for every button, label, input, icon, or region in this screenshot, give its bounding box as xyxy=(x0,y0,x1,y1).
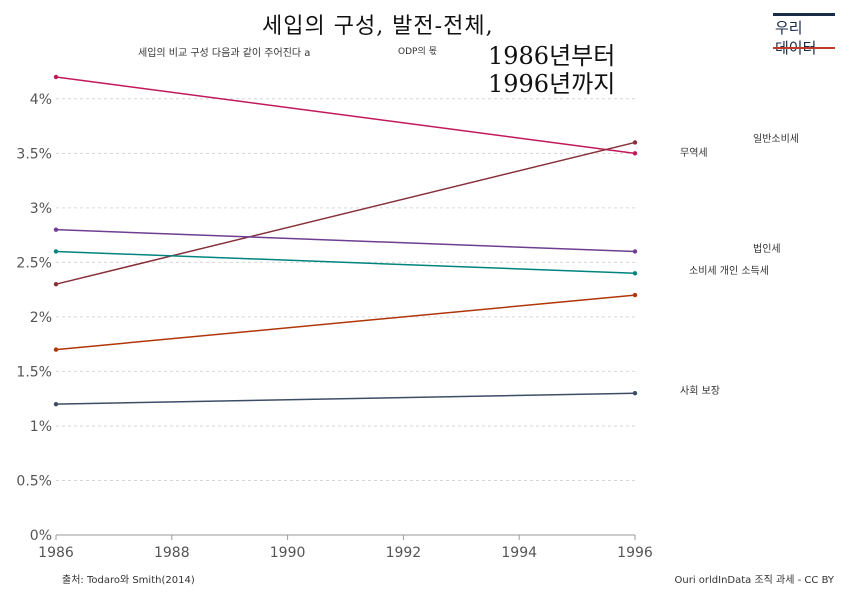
chart-title-line3: 1996년까지 xyxy=(488,70,616,98)
series-point-4-0 xyxy=(53,347,59,352)
series-point-0-0 xyxy=(53,74,59,80)
x-tick-label-5: 1996 xyxy=(617,545,653,561)
series-point-2-0 xyxy=(53,227,59,232)
y-tick-label-8: 4% xyxy=(30,92,52,108)
series-line-1 xyxy=(55,141,636,285)
x-tick-label-3: 1992 xyxy=(386,545,422,561)
y-tick-label-4: 2% xyxy=(30,310,52,326)
chart-title-line2: 1986년부터 xyxy=(488,42,616,70)
chart-title: 세입의 구성, 발전-전체, xyxy=(262,14,494,39)
chart-subtitle-unit: ODP의 몫 xyxy=(398,47,437,57)
license-note[interactable]: Ouri orldInData 조직 과세 - CC BY xyxy=(674,575,835,586)
series-line-2 xyxy=(55,228,636,253)
series-point-5-1 xyxy=(632,391,638,396)
y-tick-label-0: 0% xyxy=(30,528,52,544)
series-point-5-0 xyxy=(53,401,59,407)
y-tick-label-5: 2.5% xyxy=(16,255,52,271)
series-line-3 xyxy=(55,250,636,275)
logo[interactable]: 우리 데이터 xyxy=(773,13,835,61)
logo-text-line1: 우리 xyxy=(775,19,803,37)
series-point-3-0 xyxy=(53,249,59,254)
chart-subtitle: 세입의 비교 구성 다음과 같이 주어진다 a xyxy=(138,48,311,59)
source-note: 출처: Todaro와 Smith(2014) xyxy=(62,575,195,586)
series-label-0: 무역세 xyxy=(680,147,708,159)
x-tick-label-0: 1986 xyxy=(38,545,74,561)
series-label-1: 일반소비세 xyxy=(753,133,799,145)
gridlines xyxy=(56,98,635,481)
y-axis: 0% 0.5% 1% 1.5% 2% 2.5% 3% 3.5% 4% xyxy=(16,92,52,544)
series-lines xyxy=(53,74,638,407)
series-line-4 xyxy=(55,294,636,351)
series-label-5: 사회 보장 xyxy=(680,385,720,397)
series-line-0 xyxy=(55,76,636,155)
y-tick-label-1: 0.5% xyxy=(16,473,52,489)
y-tick-label-3: 1.5% xyxy=(16,364,52,380)
series-point-4-1 xyxy=(632,292,638,298)
series-point-0-1 xyxy=(632,151,638,156)
series-label-2: 법인세 xyxy=(753,243,781,255)
series-point-1-1 xyxy=(632,140,638,145)
x-tick-label-4: 1994 xyxy=(501,545,537,561)
series-label-3: 소비세 개인 소득세 xyxy=(689,265,769,277)
series-line-5 xyxy=(55,392,636,405)
x-axis: 1986 1988 1990 1992 1994 1996 xyxy=(38,534,653,561)
x-tick-label-2: 1990 xyxy=(270,545,306,561)
y-tick-label-6: 3% xyxy=(30,201,52,217)
logo-bar-top xyxy=(773,13,835,16)
series-point-3-1 xyxy=(632,271,638,276)
y-tick-label-2: 1% xyxy=(30,419,52,435)
y-tick-label-7: 3.5% xyxy=(16,146,52,162)
x-tick-label-1: 1988 xyxy=(154,545,190,561)
series-point-2-1 xyxy=(632,249,638,254)
logo-bar-red xyxy=(773,47,835,49)
series-point-1-0 xyxy=(53,281,59,287)
